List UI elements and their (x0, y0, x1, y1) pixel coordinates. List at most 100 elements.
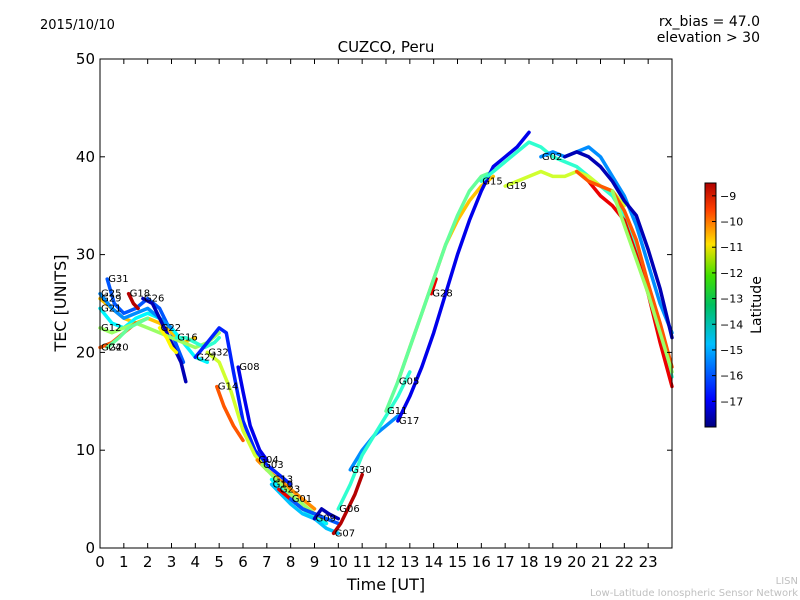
satellite-label-g16: G16 (177, 333, 197, 344)
satellite-label-g21: G21 (101, 303, 121, 314)
series-g31 (105, 277, 186, 364)
satellite-label-g11: G11 (387, 406, 407, 417)
satellite-label-g01: G01 (292, 494, 312, 505)
satellite-label-g20: G20 (108, 343, 128, 354)
x-tick-label: 11 (353, 553, 372, 571)
satellite-label-g07: G07 (335, 528, 355, 539)
x-tick-label: 23 (639, 553, 658, 571)
colorbar (704, 182, 717, 428)
satellite-label-g15: G15 (482, 176, 502, 187)
credit-full: Low-Latitude Ionospheric Sensor Network (590, 588, 798, 599)
y-axis-label: TEC [UNITS] (51, 255, 70, 353)
satellite-label-g03: G03 (263, 460, 283, 471)
chart-title: CUZCO, Peru (337, 38, 435, 56)
satellite-label-g02: G02 (542, 152, 562, 163)
satellite-label-g04: G04 (258, 455, 278, 466)
series-g30 (348, 414, 400, 472)
colorbar-tick-label: −15 (720, 344, 743, 357)
colorbar-ticks: −9 −10 −11 −12 −13 −14 −15 −16 −17 (712, 190, 743, 408)
colorbar-tick-label: −9 (720, 190, 736, 203)
satellite-label-g17: G17 (399, 416, 419, 427)
x-tick-label: 7 (262, 553, 272, 571)
x-tick-label: 4 (191, 553, 201, 571)
x-tick-label: 16 (472, 553, 491, 571)
satellite-label-g29: G29 (101, 294, 121, 305)
x-tick-label: 3 (167, 553, 177, 571)
x-tick-label: 17 (496, 553, 515, 571)
colorbar-tick-label: −14 (720, 318, 743, 331)
series-g08 (236, 365, 269, 462)
series-g02 (539, 145, 674, 335)
x-tick-label: 9 (310, 553, 320, 571)
rx-bias-label: rx_bias = 47.0 (658, 14, 760, 30)
x-tick-label: 2 (143, 553, 153, 571)
elevation-label: elevation > 30 (656, 30, 760, 46)
y-tick-label: 20 (76, 343, 95, 361)
x-tick-label: 14 (424, 553, 443, 571)
x-tick-label: 22 (615, 553, 634, 571)
colorbar-tick-label: −16 (720, 370, 743, 383)
colorbar-tick-label: −10 (720, 216, 743, 229)
series-g17 (396, 130, 531, 423)
x-tick-label: 13 (400, 553, 419, 571)
satellite-label-g12: G12 (101, 323, 121, 334)
x-tick-label: 21 (591, 553, 610, 571)
satellite-label-g27: G27 (196, 352, 216, 363)
colorbar-label: Latitude (749, 276, 765, 334)
x-tick-label: 20 (567, 553, 586, 571)
x-tick-label: 19 (543, 553, 562, 571)
series-unlabeled-32 (563, 150, 674, 340)
x-tick-label: 12 (376, 553, 395, 571)
axes: 0 1 2 3 4 5 6 7 8 9 10 11 12 13 14 15 16 17 18 19 20 21 22 2301… (76, 50, 672, 571)
series-unlabeled-35 (610, 189, 674, 374)
y-tick-label: 0 (85, 539, 95, 557)
x-axis-label: Time [UT] (346, 575, 425, 594)
satellite-label-g05: G05 (399, 377, 419, 388)
series-unlabeled-34 (574, 169, 674, 369)
series-g01 (288, 497, 341, 526)
satellite-label-g06: G06 (339, 504, 359, 515)
x-tick-label: 10 (329, 553, 348, 571)
series-g20 (105, 316, 150, 350)
satellite-label-g18: G18 (130, 289, 150, 300)
satellite-label-g10: G10 (273, 479, 293, 490)
plot-frame (99, 58, 673, 549)
series-g22 (157, 326, 179, 355)
y-tick-label: 40 (76, 148, 95, 166)
satellite-label-g25: G25 (101, 289, 121, 300)
satellite-label-g14: G14 (218, 382, 238, 393)
satellite-label-g22: G22 (161, 323, 181, 334)
colorbar-tick-label: −13 (720, 293, 743, 306)
date-label: 2015/10/10 (40, 18, 115, 33)
colorbar-tick-label: −11 (720, 241, 743, 254)
satellite-label-g13: G13 (273, 475, 293, 486)
satellite-label-g32: G32 (208, 347, 228, 358)
series-g05 (396, 174, 496, 384)
series-g07 (331, 472, 364, 536)
series-g26 (141, 296, 188, 384)
satellite-label-g28: G28 (432, 289, 452, 300)
satellite-label-g08: G08 (239, 362, 259, 373)
x-tick-label: 0 (95, 553, 105, 571)
satellite-label-g30: G30 (351, 465, 371, 476)
x-tick-label: 5 (214, 553, 224, 571)
x-tick-label: 8 (286, 553, 296, 571)
series-g27 (193, 326, 293, 487)
satellite-label-g31: G31 (108, 274, 128, 285)
x-tick-label: 18 (519, 553, 538, 571)
series-g10 (269, 482, 341, 536)
series-layer (98, 130, 674, 536)
satellite-label-g24: G24 (101, 343, 121, 354)
series-g11 (384, 159, 507, 413)
series-g28 (429, 277, 438, 296)
credit-short: LISN (775, 576, 798, 587)
x-tick-label: 6 (238, 553, 248, 571)
satellite-label-g23: G23 (280, 484, 300, 495)
y-tick-label: 10 (76, 441, 95, 459)
series-g16 (174, 335, 221, 350)
satellite-label-g09: G09 (316, 514, 336, 525)
series-g06 (336, 370, 412, 511)
x-tick-label: 1 (119, 553, 129, 571)
